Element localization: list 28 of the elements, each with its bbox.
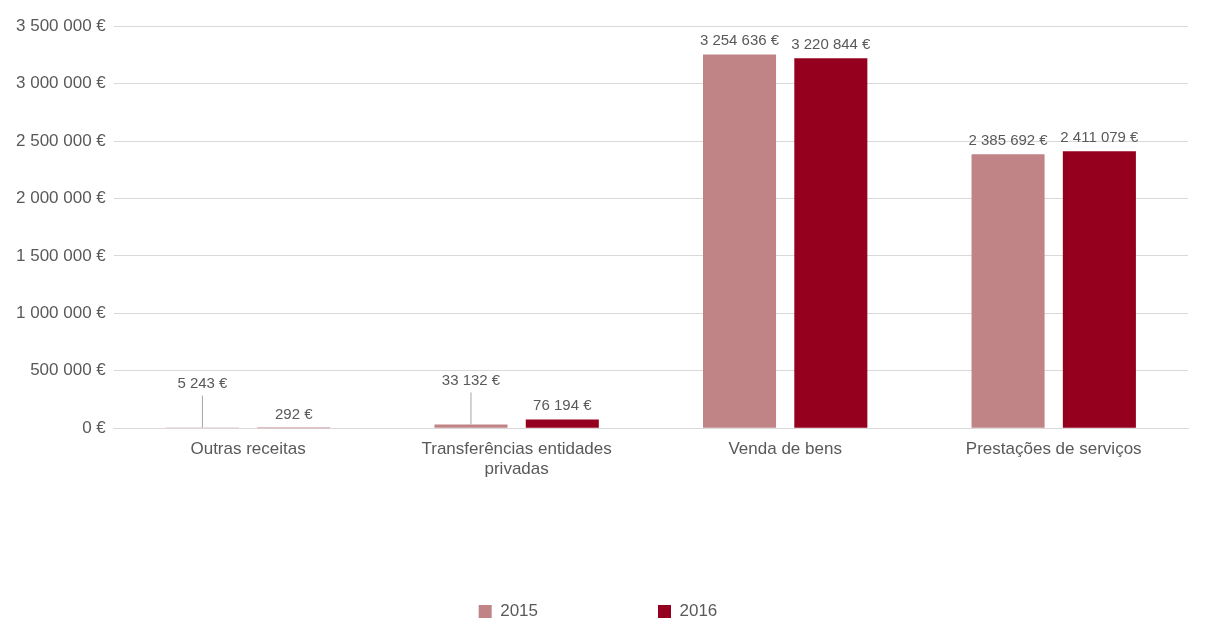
x-tick-label: Transferências entidades privadas [421,439,612,479]
legend-label: 2016 [679,601,718,621]
x-tick-label: Venda de bens [728,439,842,459]
data-label: 292 € [274,404,314,422]
data-label: 5 243 € [177,374,229,392]
data-label: 2 385 692 € [968,130,1049,148]
bar [1062,151,1136,428]
bar [794,58,868,428]
y-tick-label: 500 000 € [30,360,107,380]
data-label: 3 254 636 € [699,31,780,49]
bar [703,54,777,428]
y-tick-label: 2 500 000 € [15,130,107,150]
x-tick-label: Outras receitas [190,439,306,459]
bar [434,424,508,428]
y-tick-label: 0 € [82,417,107,437]
bar [525,419,599,428]
y-tick-label: 3 500 000 € [15,15,107,35]
y-tick-label: 1 000 000 € [15,303,107,323]
data-label: 33 132 € [441,371,501,389]
y-tick-label: 1 500 000 € [15,245,107,265]
bar [971,154,1045,428]
y-tick-label: 2 000 000 € [15,188,107,208]
data-label: 2 411 079 € [1060,127,1140,145]
data-label: 76 194 € [533,396,593,414]
data-label: 3 220 844 € [791,34,872,52]
legend-label: 2015 [500,601,539,621]
y-tick-label: 3 000 000 € [15,73,107,93]
x-tick-label: Prestações de serviços [965,439,1142,459]
